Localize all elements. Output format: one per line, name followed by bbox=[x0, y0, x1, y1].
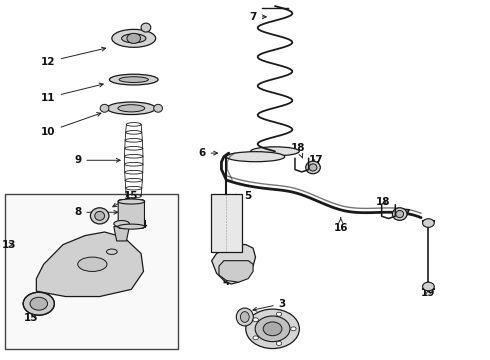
Text: 13: 13 bbox=[2, 239, 17, 249]
Text: 11: 11 bbox=[41, 83, 103, 103]
Text: 17: 17 bbox=[397, 209, 412, 219]
Ellipse shape bbox=[95, 211, 104, 220]
Ellipse shape bbox=[118, 105, 145, 112]
Ellipse shape bbox=[107, 102, 156, 114]
Circle shape bbox=[263, 322, 282, 336]
FancyBboxPatch shape bbox=[211, 194, 242, 252]
Circle shape bbox=[255, 316, 290, 342]
Polygon shape bbox=[212, 244, 255, 284]
Text: 4: 4 bbox=[222, 277, 230, 287]
Ellipse shape bbox=[122, 34, 146, 43]
Text: 15: 15 bbox=[113, 191, 139, 207]
Text: 2: 2 bbox=[269, 338, 276, 348]
Ellipse shape bbox=[78, 257, 107, 271]
Ellipse shape bbox=[396, 211, 404, 218]
Polygon shape bbox=[219, 261, 253, 282]
Ellipse shape bbox=[141, 23, 151, 32]
Ellipse shape bbox=[119, 77, 148, 82]
Circle shape bbox=[422, 282, 434, 291]
Text: 6: 6 bbox=[198, 148, 218, 158]
Ellipse shape bbox=[100, 104, 109, 112]
Text: 10: 10 bbox=[41, 113, 101, 136]
Ellipse shape bbox=[306, 161, 320, 174]
Circle shape bbox=[127, 33, 141, 43]
Ellipse shape bbox=[309, 164, 317, 171]
Text: 17: 17 bbox=[309, 155, 324, 165]
Circle shape bbox=[276, 312, 282, 316]
Text: 8: 8 bbox=[74, 207, 118, 217]
Ellipse shape bbox=[241, 312, 249, 322]
Text: 5: 5 bbox=[232, 191, 252, 201]
Text: 12: 12 bbox=[41, 47, 106, 67]
Text: 9: 9 bbox=[74, 155, 120, 165]
Text: 15: 15 bbox=[24, 313, 39, 323]
Text: 16: 16 bbox=[334, 218, 348, 233]
Ellipse shape bbox=[91, 208, 109, 224]
Text: 18: 18 bbox=[376, 197, 391, 207]
Polygon shape bbox=[114, 226, 129, 241]
Circle shape bbox=[246, 309, 299, 348]
Ellipse shape bbox=[114, 221, 129, 227]
Text: 7: 7 bbox=[249, 12, 266, 22]
Ellipse shape bbox=[392, 208, 407, 220]
Circle shape bbox=[30, 297, 48, 310]
Text: 3: 3 bbox=[253, 299, 286, 311]
Text: 1: 1 bbox=[254, 315, 262, 325]
Ellipse shape bbox=[118, 199, 145, 204]
Ellipse shape bbox=[154, 104, 163, 112]
Circle shape bbox=[253, 336, 258, 340]
Ellipse shape bbox=[112, 30, 156, 47]
Text: 19: 19 bbox=[421, 288, 436, 298]
Circle shape bbox=[23, 292, 54, 315]
Ellipse shape bbox=[251, 147, 299, 156]
FancyBboxPatch shape bbox=[118, 200, 145, 228]
FancyBboxPatch shape bbox=[5, 194, 177, 348]
Text: 18: 18 bbox=[291, 143, 306, 158]
Circle shape bbox=[276, 342, 282, 346]
Polygon shape bbox=[36, 232, 144, 297]
Ellipse shape bbox=[236, 308, 253, 326]
Circle shape bbox=[253, 318, 258, 322]
Text: 14: 14 bbox=[128, 220, 148, 230]
Circle shape bbox=[422, 219, 434, 227]
Ellipse shape bbox=[118, 224, 145, 229]
Ellipse shape bbox=[226, 152, 285, 162]
Circle shape bbox=[291, 327, 296, 331]
Ellipse shape bbox=[109, 74, 158, 85]
